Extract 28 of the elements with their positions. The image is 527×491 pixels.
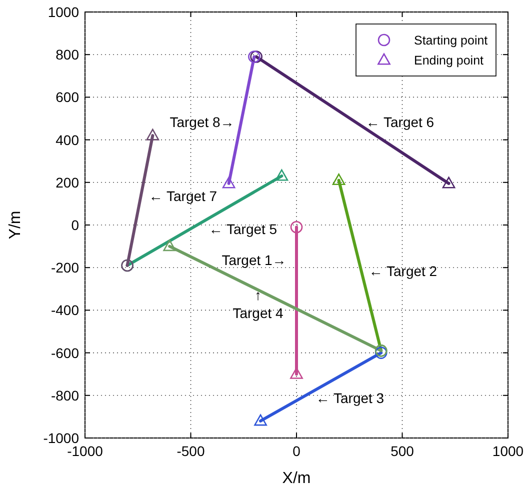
legend-label: Ending point bbox=[414, 54, 484, 68]
annotation: Target 8→ bbox=[170, 114, 234, 130]
y-tick-label: 400 bbox=[56, 132, 80, 148]
y-tick-label: -200 bbox=[50, 260, 80, 276]
y-tick-label: 800 bbox=[56, 46, 80, 63]
x-tick-label: 0 bbox=[292, 443, 301, 459]
annotation: Target 1→ bbox=[222, 252, 286, 268]
x-axis-title: X/m bbox=[282, 470, 311, 487]
y-tick-label: -400 bbox=[50, 302, 80, 318]
x-tick-label: 1000 bbox=[492, 443, 524, 459]
y-tick-label: -1000 bbox=[43, 430, 80, 446]
y-axis-title: Y/m bbox=[7, 210, 24, 240]
y-tick-label: -800 bbox=[50, 387, 80, 404]
annotation: ↑ Target 4 bbox=[232, 287, 284, 321]
y-tick-label: 1000 bbox=[48, 4, 80, 20]
x-tick-label: -500 bbox=[176, 443, 205, 459]
y-tick-label: 600 bbox=[56, 89, 80, 106]
y-tick-label: -600 bbox=[50, 344, 80, 361]
annotation: ← Target 3 bbox=[316, 390, 384, 406]
legend-label: Starting point bbox=[414, 34, 488, 48]
annotation: ← Target 7 bbox=[148, 188, 218, 204]
x-tick-label: 500 bbox=[390, 443, 414, 459]
annotation: ← Target 6 bbox=[366, 114, 434, 130]
annotation: ← Target 2 bbox=[368, 263, 438, 279]
annotation: ← Target 5 bbox=[208, 221, 278, 237]
y-tick-label: 0 bbox=[71, 217, 80, 233]
y-tick-label: 200 bbox=[56, 174, 80, 190]
x-tick-label: -1000 bbox=[67, 443, 104, 459]
